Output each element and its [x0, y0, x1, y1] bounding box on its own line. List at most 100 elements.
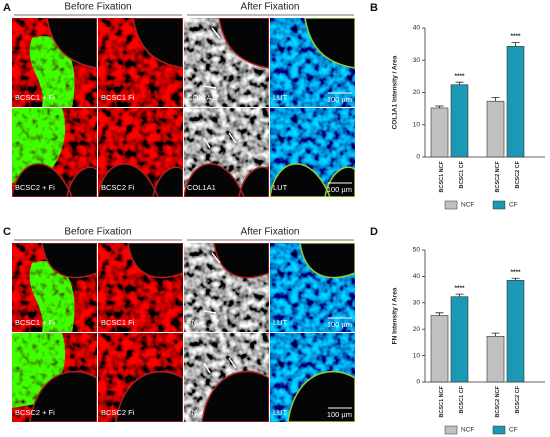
x-tick-label: BCSC1 CF: [459, 160, 465, 188]
column-header: After Fixation: [241, 227, 300, 238]
image-label: BCSC2 Fi: [101, 183, 135, 192]
error-bar: [435, 312, 444, 316]
dark-region: [218, 18, 269, 69]
image-label: BCSC2 + Fi: [15, 183, 55, 192]
x-tick-label: BCSC2 CF: [515, 160, 521, 188]
image-label: LUT: [273, 93, 288, 102]
dark-region: [29, 370, 97, 422]
dark-region: [41, 243, 97, 279]
micrograph: [98, 243, 183, 332]
micrograph: [184, 243, 269, 332]
dark-region: [304, 18, 355, 69]
dark-region: [184, 163, 269, 197]
y-tick-label: 0: [416, 154, 420, 161]
dark-region: [127, 243, 183, 279]
image-label: COL1A1: [187, 93, 216, 102]
green-region: [29, 261, 75, 332]
bar: [430, 107, 449, 158]
x-tick-label: BCSC1 NCF: [439, 160, 445, 192]
micrograph: [98, 333, 183, 422]
dark-region: [115, 370, 183, 422]
micrograph: [98, 108, 183, 197]
legend-label: CF: [509, 427, 518, 434]
arrow: [203, 132, 237, 149]
x-tick-label: BCSC1 CF: [459, 385, 465, 413]
scale-label: 100 µm: [327, 95, 352, 104]
image-label: LUT: [273, 408, 288, 417]
x-tick-label: BCSC2 NCF: [495, 160, 501, 192]
panel-label: B: [370, 2, 378, 14]
arrow: [203, 357, 237, 374]
dark-region: [12, 163, 97, 197]
legend-label: NCF: [461, 202, 474, 209]
error-bar: [491, 96, 500, 102]
panel-label: D: [370, 226, 378, 238]
bar: [486, 336, 505, 383]
column-header: Before Fixation: [64, 2, 131, 13]
y-tick-label: 50: [413, 247, 421, 254]
y-axis-title: COL1A1 Intensity / Area: [392, 55, 399, 129]
image-label: BCSC1 Fi: [101, 93, 135, 102]
image-label: BCSC1 + Fi: [15, 93, 55, 102]
dark-region: [132, 18, 183, 69]
error-bar: [491, 332, 500, 337]
dark-region: [213, 243, 269, 279]
error-bar: [511, 277, 520, 281]
dark-region: [299, 243, 355, 279]
column-header: Before Fixation: [64, 227, 131, 238]
legend-label: CF: [509, 202, 518, 209]
image-label: BCSC2 Fi: [101, 408, 135, 417]
bar: [506, 280, 525, 383]
significance: ****: [510, 33, 521, 40]
scale-label: 100 µm: [327, 410, 352, 419]
bar: [486, 100, 505, 158]
significance: ****: [454, 73, 465, 80]
micrograph: [184, 108, 269, 197]
image-label: LUT: [273, 318, 288, 327]
x-tick-label: BCSC1 NCF: [439, 385, 445, 417]
dark-region: [46, 18, 97, 69]
legend-swatch: [444, 425, 458, 435]
image-label: LUT: [273, 183, 288, 192]
legend-swatch: [444, 200, 458, 210]
panel-label: A: [3, 2, 11, 14]
bar: [450, 84, 469, 158]
error-bar: [435, 105, 444, 108]
bar: [430, 315, 449, 383]
y-tick-label: 20: [413, 89, 421, 96]
legend-swatch: [492, 425, 506, 435]
micrograph: [270, 333, 355, 422]
x-tick-label: BCSC2 NCF: [495, 385, 501, 417]
y-tick-label: 40: [413, 25, 421, 32]
dark-region: [201, 370, 269, 422]
micrograph: [270, 108, 355, 197]
error-bar: [455, 81, 464, 85]
error-bar: [511, 42, 520, 47]
micrograph: [270, 243, 355, 332]
micrograph: [12, 243, 97, 332]
micrograph: [12, 333, 97, 422]
dark-region: [98, 163, 183, 197]
image-label: FN: [187, 318, 197, 327]
image-label: FN: [187, 408, 197, 417]
micrograph: [12, 108, 97, 197]
legend-swatch: [492, 200, 506, 210]
arrow: [203, 252, 221, 314]
bar: [450, 296, 469, 383]
significance: ****: [454, 285, 465, 292]
error-bar: [455, 293, 464, 297]
micrograph: [270, 18, 355, 107]
dark-region: [270, 163, 355, 197]
panel-label: C: [3, 226, 11, 238]
image-label: BCSC2 + Fi: [15, 408, 55, 417]
scale-label: 100 µm: [327, 320, 352, 329]
scale-label: 100 µm: [327, 185, 352, 194]
y-axis-title: FN Intensity / Area: [392, 287, 399, 344]
legend-label: NCF: [461, 427, 474, 434]
micrograph: [184, 333, 269, 422]
dark-region: [287, 370, 355, 422]
y-tick-label: 10: [413, 121, 421, 128]
y-tick-label: 0: [416, 379, 420, 386]
y-tick-label: 40: [413, 273, 421, 280]
